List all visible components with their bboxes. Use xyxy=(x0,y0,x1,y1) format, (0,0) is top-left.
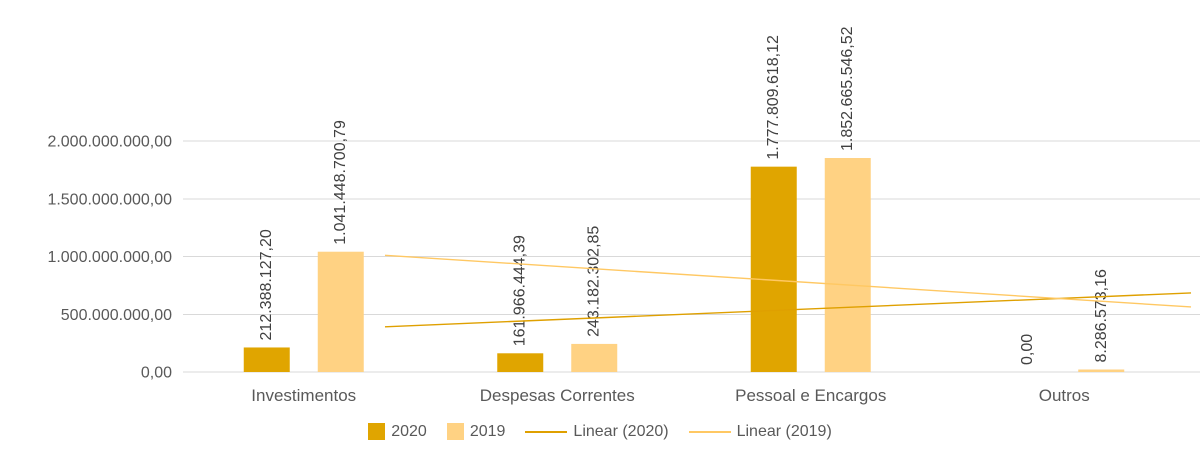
x-axis-category-label: Investimentos xyxy=(251,386,356,405)
legend-item-2020: 2020 xyxy=(368,423,427,441)
data-label-2019-3: 8.286.573,16 xyxy=(1093,269,1110,363)
legend-item-linear-2020: Linear (2020) xyxy=(525,422,669,441)
data-label-2020-1: 161.966.444,39 xyxy=(512,235,529,346)
legend-item-linear-2019: Linear (2019) xyxy=(688,422,832,441)
bar-2019-0 xyxy=(317,251,364,372)
legend-swatch-2020 xyxy=(368,423,386,440)
y-axis-tick-label: 1.000.000.000,00 xyxy=(47,249,172,266)
legend-label: Linear (2020) xyxy=(573,422,669,440)
legend-line-marker-2019 xyxy=(688,430,731,433)
data-label-2020-0: 212.388.127,20 xyxy=(258,229,275,340)
data-label-2019-2: 1.852.665.546,52 xyxy=(839,26,856,151)
y-axis-tick-label: 0,00 xyxy=(141,365,172,382)
bar-2020-2 xyxy=(750,166,797,372)
chart-legend: 2020 2019 Linear (2020) Linear (2019) xyxy=(0,412,1200,451)
legend-label: Linear (2019) xyxy=(736,422,832,440)
data-label-2020-3: 0,00 xyxy=(1019,334,1036,365)
chart-plot-area: 0,00 500.000.000,00 1.000.000.000,00 1.500.… xyxy=(47,26,1200,405)
x-axis-category-label: Pessoal e Encargos xyxy=(735,386,886,405)
legend-label: 2019 xyxy=(469,422,506,440)
legend-swatch-2019 xyxy=(446,423,464,440)
x-axis-category-label: Outros xyxy=(1039,386,1090,405)
data-label-2019-0: 1.041.448.700,79 xyxy=(332,120,349,245)
bar-2019-2 xyxy=(824,158,871,372)
legend-item-2019: 2019 xyxy=(446,422,506,441)
bar-2020-1 xyxy=(497,353,544,372)
trendline-2019 xyxy=(384,254,1192,308)
data-label-2020-2: 1.777.809.618,12 xyxy=(765,35,782,160)
legend-line-marker-2020 xyxy=(525,430,568,433)
y-axis-tick-label: 2.000.000.000,00 xyxy=(47,134,172,151)
bar-2020-0 xyxy=(243,347,290,372)
y-axis-tick-label: 500.000.000,00 xyxy=(61,307,172,324)
data-label-2019-1: 243.182.302,85 xyxy=(586,226,603,337)
bar-2019-1 xyxy=(571,343,618,372)
bar-2019-3 xyxy=(1078,369,1125,372)
x-axis-category-label: Despesas Correntes xyxy=(480,386,635,405)
y-axis-tick-label: 1.500.000.000,00 xyxy=(47,191,172,208)
legend-label: 2020 xyxy=(391,422,427,440)
